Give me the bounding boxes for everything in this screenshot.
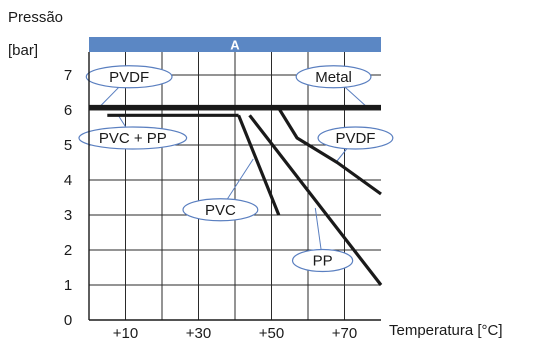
- x-tick-label: +70: [332, 325, 357, 342]
- grid: [89, 52, 381, 320]
- callout-leaders: [99, 76, 367, 261]
- callout-bubble: [291, 248, 354, 273]
- y-tick-label: 3: [64, 207, 72, 224]
- series-lines: [89, 104, 383, 286]
- series-line: [248, 114, 383, 286]
- y-axis-label-line1: Pressão: [8, 9, 63, 26]
- y-tick-label: 2: [64, 242, 72, 259]
- chart-title: A: [230, 38, 240, 53]
- x-axis-label: Temperatura [°C]: [389, 322, 503, 339]
- callout-bubble: [317, 126, 394, 150]
- y-tick-labels: 0 1 2 3 4 5 6 7: [64, 67, 72, 329]
- series-line: [277, 107, 382, 196]
- callout-bubble: [85, 65, 173, 89]
- callouts: PVDF Metal PVC + PP PVDF PVC PP: [78, 65, 394, 273]
- y-axis-label-line2: [bar]: [8, 42, 38, 59]
- y-tick-label: 0: [64, 312, 72, 329]
- y-tick-label: 6: [64, 102, 72, 119]
- y-tick-label: 5: [64, 137, 72, 154]
- x-tick-label: +10: [113, 325, 138, 342]
- callout-bubble: [78, 126, 188, 150]
- callout-bubble: [182, 198, 259, 222]
- callout-label: Metal: [315, 69, 352, 86]
- callout-bubble: [295, 65, 372, 89]
- y-tick-label: 7: [64, 67, 72, 84]
- y-tick-label: 1: [64, 277, 72, 294]
- callout-label: PVC: [205, 202, 236, 219]
- x-tick-label: +30: [186, 325, 211, 342]
- series-line: [237, 114, 281, 216]
- callout-label: PVC + PP: [99, 130, 167, 147]
- y-tick-label: 4: [64, 172, 72, 189]
- chart-title-banner: [89, 37, 381, 52]
- callout-label: PP: [313, 253, 333, 270]
- callout-label: PVDF: [335, 130, 375, 147]
- callout-label: PVDF: [109, 69, 149, 86]
- x-tick-label: +50: [259, 325, 284, 342]
- x-tick-labels: +10 +30 +50 +70: [113, 325, 357, 342]
